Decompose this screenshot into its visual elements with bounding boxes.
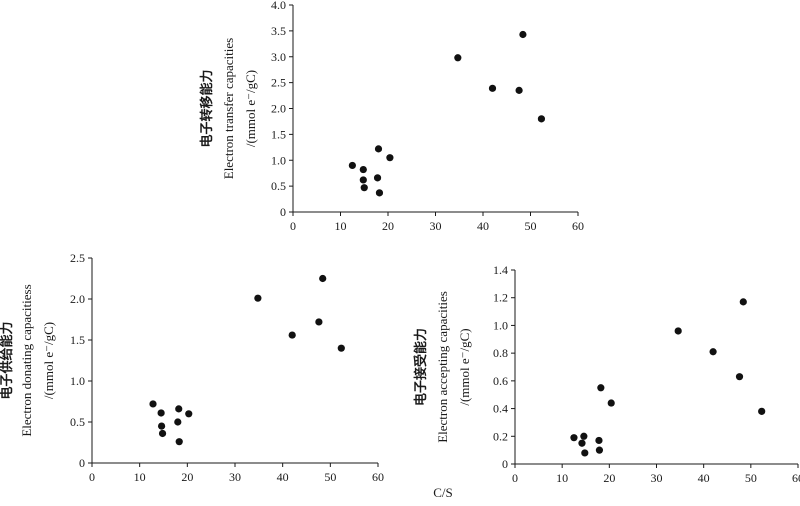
y-tick-label: 0.4 — [493, 402, 508, 416]
x-tick-label: 50 — [525, 219, 537, 233]
data-point — [537, 115, 546, 123]
data-point — [359, 176, 367, 184]
x-tick-label: 10 — [556, 471, 568, 485]
panel-electron-transfer: 0 10 20 30 40 50 60 0 0.5 1.0 1.5 2.0 2.5 3.0 3.5 4.0 电子… — [199, 0, 584, 233]
data-point — [337, 344, 345, 352]
panel-electron-donating: 0 10 20 30 40 50 60 0 0.5 1.0 1.5 2.0 2.5 电子供给能力 Elect… — [0, 251, 384, 484]
y-tick-label: 2.0 — [70, 292, 85, 306]
x-tick-label: 60 — [792, 471, 800, 485]
data-point — [319, 274, 327, 283]
data-point — [315, 318, 323, 326]
data-point — [373, 174, 382, 182]
x-tick-label: 30 — [229, 470, 241, 484]
data-point — [454, 54, 462, 62]
y-axis-label-unit: /(mmol e⁻/gC) — [243, 70, 258, 147]
x-tick-label: 40 — [698, 471, 710, 485]
y-axis-label-unit: /(mmol e⁻/gC) — [41, 322, 56, 399]
y-axis-label-chinese: 电子转移能力 — [199, 69, 214, 147]
data-point — [157, 422, 166, 430]
y-tick-label: 0.2 — [493, 429, 508, 443]
y-axis-label-chinese: 电子供给能力 — [0, 321, 14, 399]
data-point — [157, 409, 165, 417]
y-tick-label: 0.5 — [70, 415, 85, 429]
x-tick-label: 0 — [89, 470, 95, 484]
x-tick-label: 10 — [335, 219, 347, 233]
x-tick-label: 20 — [382, 219, 394, 233]
y-tick-label: 0 — [502, 457, 508, 471]
data-point — [597, 384, 605, 392]
y-tick-label: 1.0 — [271, 153, 286, 167]
y-axis-label-english: Electron transfer capacities — [221, 38, 236, 179]
data-point — [360, 184, 368, 192]
data-point — [359, 165, 367, 174]
y-tick-label: 0.8 — [493, 346, 508, 360]
y-tick-label: 3.5 — [271, 24, 286, 38]
y-tick-label: 2.0 — [271, 102, 286, 116]
data-point — [185, 410, 193, 418]
y-tick-label: 1.4 — [493, 263, 508, 277]
x-tick-label: 10 — [134, 470, 146, 484]
x-tick-label: 20 — [181, 470, 193, 484]
y-tick-label: 1.0 — [70, 374, 85, 388]
data-point — [174, 418, 182, 426]
data-point — [580, 432, 588, 440]
data-point — [739, 298, 747, 306]
y-tick-label: 4.0 — [271, 0, 286, 12]
x-tick-label: 60 — [372, 470, 384, 484]
data-point — [595, 446, 604, 454]
y-tick-label: 0.5 — [271, 179, 286, 193]
data-point — [375, 189, 384, 197]
y-axis-label-unit: /(mmol e⁻/gC) — [457, 328, 472, 405]
x-tick-label: 30 — [651, 471, 663, 485]
x-tick-label: 0 — [512, 471, 518, 485]
x-tick-label: 30 — [430, 219, 442, 233]
x-tick-label: 50 — [324, 470, 336, 484]
panel-electron-accepting: 0 10 20 30 40 50 60 0 0.2 0.4 0.6 0.8 1.0 1.2 1.4 电子接受能… — [413, 263, 800, 485]
x-tick-label: 0 — [290, 219, 296, 233]
y-axis-label-chinese: 电子接受能力 — [413, 328, 428, 406]
data-point — [149, 400, 157, 408]
data-point — [288, 331, 296, 339]
data-point — [674, 327, 682, 335]
data-point — [595, 436, 603, 445]
x-tick-label: 40 — [477, 219, 489, 233]
data-point — [254, 294, 262, 302]
data-point — [158, 429, 167, 438]
y-tick-label: 1.5 — [271, 127, 286, 141]
y-tick-label: 0 — [280, 205, 286, 219]
y-tick-label: 0 — [79, 456, 85, 470]
data-point — [348, 161, 356, 170]
y-axis-label-english: Electron accepting capacities — [435, 291, 450, 443]
data-point — [709, 348, 717, 356]
data-point — [386, 154, 394, 162]
x-tick-label: 60 — [572, 219, 584, 233]
y-axis-label-english: Electron donating capacitiess — [19, 284, 34, 436]
y-tick-label: 3.0 — [271, 50, 286, 64]
data-point — [488, 84, 497, 92]
shared-x-axis-label: C/S — [433, 485, 453, 500]
y-tick-label: 2.5 — [70, 251, 85, 265]
x-tick-label: 50 — [745, 471, 757, 485]
data-point — [578, 439, 586, 447]
y-tick-label: 1.0 — [493, 318, 508, 332]
data-point — [570, 434, 578, 442]
data-point — [175, 405, 183, 413]
data-point — [519, 30, 527, 39]
y-tick-label: 2.5 — [271, 76, 286, 90]
y-tick-label: 1.5 — [70, 333, 85, 347]
x-tick-label: 20 — [603, 471, 615, 485]
y-tick-label: 1.2 — [493, 291, 508, 305]
y-tick-label: 0.6 — [493, 374, 508, 388]
data-point — [758, 407, 766, 415]
data-point — [175, 438, 183, 446]
data-point — [515, 86, 523, 94]
data-point — [581, 449, 589, 457]
data-point — [374, 145, 383, 153]
data-point — [607, 399, 615, 407]
x-tick-label: 40 — [277, 470, 289, 484]
data-point — [735, 373, 744, 381]
